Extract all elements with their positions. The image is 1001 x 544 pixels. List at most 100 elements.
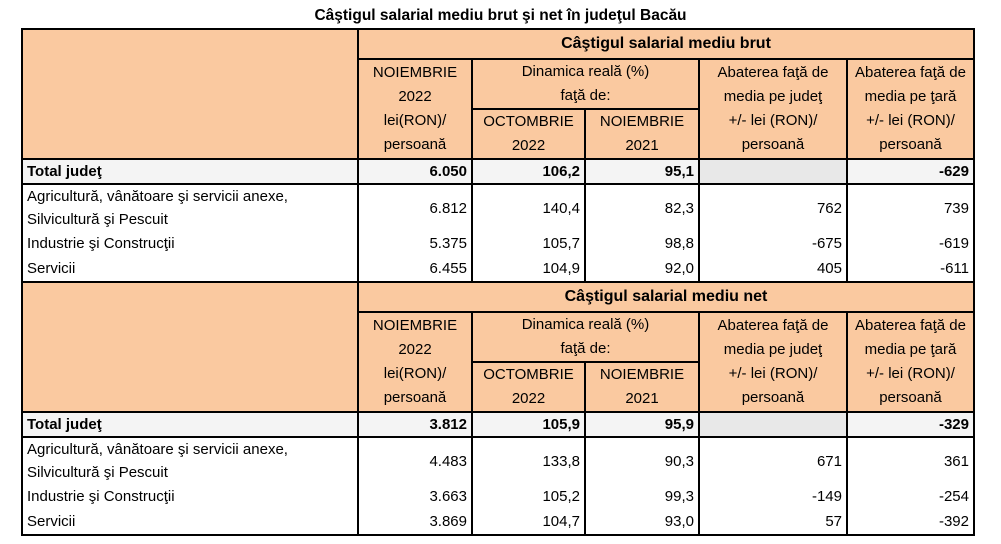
cell-value: 99,3 xyxy=(584,484,700,509)
cell-value: -675 xyxy=(698,231,848,256)
header-line: +/- lei (RON)/ xyxy=(866,365,955,382)
label-line: Agricultură, vânătoare şi servicii anexe… xyxy=(27,441,288,458)
row-label: Total judeţ xyxy=(21,411,359,438)
header-line: persoană xyxy=(383,136,447,153)
table-row: Agricultură, vânătoare şi servicii anexe… xyxy=(21,184,975,231)
header-line: Abaterea faţă de xyxy=(855,64,966,81)
row-label: Industrie şi Construcţii xyxy=(21,484,359,509)
cell-value: 4.483 xyxy=(357,437,473,484)
header-line: media pe judeţ xyxy=(723,341,823,358)
cell-value: -392 xyxy=(846,509,975,535)
row-label: Industrie şi Construcţii xyxy=(21,231,359,256)
header-line: lei(RON)/ xyxy=(383,365,447,382)
header-line: 2022 xyxy=(511,137,546,154)
header-line: persoană xyxy=(879,136,942,153)
header-line: faţă de: xyxy=(560,87,611,104)
header-line: Abaterea faţă de xyxy=(855,317,966,334)
table-row: Industrie şi Construcţii 5.375 105,7 98,8 -6… xyxy=(21,231,975,256)
header-line: 2021 xyxy=(625,137,659,154)
total-row: Total judeţ 6.050 106,2 95,1 -629 xyxy=(21,158,975,185)
cell-value xyxy=(698,411,848,438)
cell-value: -611 xyxy=(846,256,975,282)
cell-value: 671 xyxy=(698,437,848,484)
row-label: Servicii xyxy=(21,509,359,535)
header-row: NOIEMBRIE 2022 lei(RON)/ persoană Dinamica r… xyxy=(22,312,975,412)
label-line: Servicii xyxy=(27,513,76,530)
cell-value: -329 xyxy=(846,411,975,438)
cell-value: 90,3 xyxy=(584,437,700,484)
block-heading-row: Câştigul salarial mediu brut xyxy=(21,29,975,159)
cell-value: 405 xyxy=(698,256,848,282)
header-row: NOIEMBRIE 2022 lei(RON)/ persoană Dinamica r… xyxy=(22,59,975,159)
cell-value: 104,9 xyxy=(471,256,586,282)
header-line: NOIEMBRIE xyxy=(372,64,458,81)
cell-value: 105,7 xyxy=(471,231,586,256)
header-line: media pe judeţ xyxy=(723,88,823,105)
cell-value: 6.455 xyxy=(357,256,473,282)
cell-value: 105,9 xyxy=(471,411,586,438)
table-row: Servicii 3.869 104,7 93,0 57 -392 xyxy=(21,509,975,535)
header-county-deviation: Abaterea faţă de media pe judeţ +/- lei (R… xyxy=(698,59,848,159)
cell-value: 104,7 xyxy=(471,509,586,535)
header-line: 2022 xyxy=(398,341,432,358)
header-line: Abaterea faţă de xyxy=(717,317,829,334)
header-prev-year: NOIEMBRIE 2021 xyxy=(584,361,700,412)
header-line: media pe ţară xyxy=(864,88,957,105)
cell-value: -254 xyxy=(846,484,975,509)
header-line: faţă de: xyxy=(560,340,611,357)
table-title: Câştigul salarial mediu brut şi net în j… xyxy=(314,7,687,24)
cell-value: -629 xyxy=(846,158,975,185)
row-label: Agricultură, vânătoare şi servicii anexe… xyxy=(21,437,359,484)
header-prev-year: NOIEMBRIE 2021 xyxy=(584,108,700,159)
cell-value: 762 xyxy=(698,184,848,231)
header-line: NOIEMBRIE xyxy=(599,113,685,130)
header-line: 2021 xyxy=(625,390,659,407)
label-line: Agricultură, vânătoare şi servicii anexe… xyxy=(27,188,288,205)
table-row: Servicii 6.455 104,9 92,0 405 -611 xyxy=(21,256,975,282)
block-heading: Câştigul salarial mediu brut xyxy=(357,29,975,60)
header-row: OCTOMBRIE 2022 NOIEMBRIE 2021 xyxy=(22,108,974,159)
table-row: Industrie şi Construcţii 3.663 105,2 99,3 -1… xyxy=(21,484,975,509)
header-line: OCTOMBRIE xyxy=(483,113,574,130)
header-current-month: NOIEMBRIE 2022 lei(RON)/ persoană xyxy=(357,312,473,412)
cell-value: 82,3 xyxy=(584,184,700,231)
header-county-deviation: Abaterea faţă de media pe judeţ +/- lei (R… xyxy=(698,312,848,412)
header-line: NOIEMBRIE xyxy=(372,317,458,334)
header-line: persoană xyxy=(383,389,447,406)
label-line: Silvicultură şi Pescuit xyxy=(27,211,168,228)
header-dynamics: Dinamica reală (%) faţă de: xyxy=(471,59,700,109)
header-line: 2022 xyxy=(398,88,432,105)
cell-value: 133,8 xyxy=(471,437,586,484)
cell-value: -149 xyxy=(698,484,848,509)
header-current-month: NOIEMBRIE 2022 lei(RON)/ persoană xyxy=(357,59,473,159)
label-line: Silvicultură şi Pescuit xyxy=(27,464,168,481)
header-dynamics: Dinamica reală (%) faţă de: xyxy=(471,312,700,362)
header-line: persoană xyxy=(741,389,805,406)
header-line: lei(RON)/ xyxy=(383,112,447,129)
header-line: +/- lei (RON)/ xyxy=(728,365,818,382)
header-line: +/- lei (RON)/ xyxy=(728,112,818,129)
cell-value: 6.812 xyxy=(357,184,473,231)
cell-value: 3.869 xyxy=(357,509,473,535)
label-line: Industrie şi Construcţii xyxy=(27,235,175,252)
table-row: Agricultură, vânătoare şi servicii anexe… xyxy=(21,437,975,484)
cell-value: 106,2 xyxy=(471,158,586,185)
cell-value: 3.812 xyxy=(357,411,473,438)
header-line: 2022 xyxy=(511,390,546,407)
cell-value: 361 xyxy=(846,437,975,484)
header-country-deviation: Abaterea faţă de media pe ţară +/- lei (RO… xyxy=(846,59,975,159)
header-line: persoană xyxy=(879,389,942,406)
cell-value xyxy=(698,158,848,185)
cell-value: -619 xyxy=(846,231,975,256)
row-label: Agricultură, vânătoare şi servicii anexe… xyxy=(21,184,359,231)
cell-value: 739 xyxy=(846,184,975,231)
cell-value: 57 xyxy=(698,509,848,535)
cell-value: 5.375 xyxy=(357,231,473,256)
cell-value: 92,0 xyxy=(584,256,700,282)
row-label: Servicii xyxy=(21,256,359,282)
header-line: Dinamica reală (%) xyxy=(521,316,650,333)
header-line: Abaterea faţă de xyxy=(717,64,829,81)
block-heading: Câştigul salarial mediu net xyxy=(357,281,975,313)
header-line: NOIEMBRIE xyxy=(599,366,685,383)
blank-header-cell xyxy=(21,29,359,159)
